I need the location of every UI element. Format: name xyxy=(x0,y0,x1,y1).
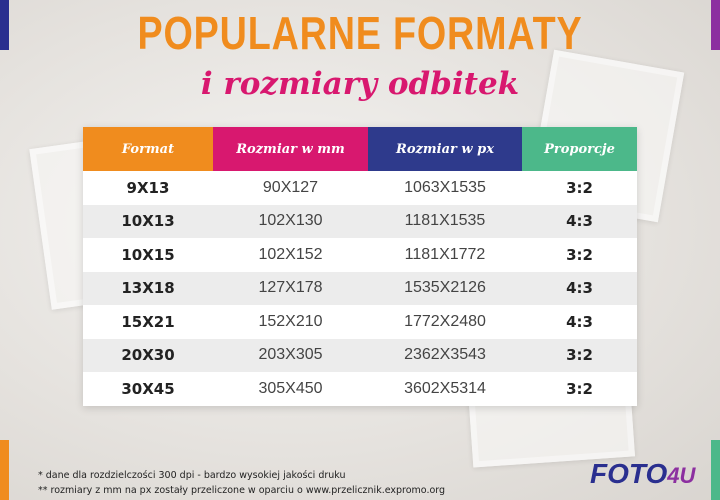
accent-stripe xyxy=(711,0,720,50)
table-cell: 102X130 xyxy=(258,212,323,230)
subtitle: i rozmiary odbitek xyxy=(200,66,520,102)
table-cell: 10X15 xyxy=(121,245,175,264)
table-cell: 152X210 xyxy=(258,312,323,330)
table-row: 9X13 90X127 1063X1535 3:2 xyxy=(83,171,637,205)
header-cell: Rozmiar w mm xyxy=(213,127,368,171)
table-cell: 3:2 xyxy=(566,346,593,365)
table-row: 10X15 102X152 1181X1772 3:2 xyxy=(83,238,637,272)
table: Format Rozmiar w mm Rozmiar w px Proporcje 9… xyxy=(83,127,637,406)
logo: FOTO4U xyxy=(590,458,695,490)
table-cell: 90X127 xyxy=(262,178,319,196)
table-row: 13X18 127X178 1535X2126 4:3 xyxy=(83,271,637,305)
table-cell: 1535X2126 xyxy=(404,279,486,297)
table-cell: 102X152 xyxy=(258,245,323,263)
table-cell: 4:3 xyxy=(566,279,593,298)
table-cell: 2362X3543 xyxy=(404,346,486,364)
table-cell: 3:2 xyxy=(566,245,593,264)
header-cell: Format xyxy=(83,127,213,171)
table-row: 10X13 102X130 1181X1535 4:3 xyxy=(83,204,637,238)
footnote: * dane dla rozdzielczości 300 dpi - bard… xyxy=(38,470,346,481)
table-cell: 15X21 xyxy=(121,312,175,331)
logo-text: FOTO xyxy=(590,458,668,489)
table-cell: 10X13 xyxy=(121,212,175,231)
table-cell: 13X18 xyxy=(121,279,175,298)
table-cell: 4:3 xyxy=(566,212,593,231)
table-cell: 203X305 xyxy=(258,346,323,364)
table-row: 30X45 305X450 3602X5314 3:2 xyxy=(83,372,637,406)
table-cell: 9X13 xyxy=(126,178,170,197)
header-cell: Proporcje xyxy=(522,127,637,171)
header-row: Format Rozmiar w mm Rozmiar w px Proporcje xyxy=(83,127,637,171)
title: POPULARNE FORMATY xyxy=(137,7,583,59)
table-cell: 1063X1535 xyxy=(404,178,486,196)
accent-stripe xyxy=(0,440,9,500)
accent-stripe xyxy=(711,440,720,500)
table-cell: 305X450 xyxy=(258,379,323,397)
table-cell: 1181X1772 xyxy=(404,245,486,263)
table-cell: 3602X5314 xyxy=(404,379,486,397)
table-cell: 20X30 xyxy=(121,346,175,365)
table-cell: 127X178 xyxy=(258,279,323,297)
table-cell: 4:3 xyxy=(566,312,593,331)
table-cell: 3:2 xyxy=(566,178,593,197)
table-row: 15X21 152X210 1772X2480 4:3 xyxy=(83,305,637,339)
logo-text: 4U xyxy=(667,463,696,488)
header-cell: Rozmiar w px xyxy=(368,127,522,171)
table-cell: 30X45 xyxy=(121,379,175,398)
table-cell: 1772X2480 xyxy=(404,312,486,330)
table-row: 20X30 203X305 2362X3543 3:2 xyxy=(83,338,637,372)
footnote: ** rozmiary z mm na px zostały przeliczo… xyxy=(38,485,446,496)
accent-stripe xyxy=(0,0,9,50)
table-cell: 1181X1535 xyxy=(404,212,486,230)
table-cell: 3:2 xyxy=(566,379,593,398)
